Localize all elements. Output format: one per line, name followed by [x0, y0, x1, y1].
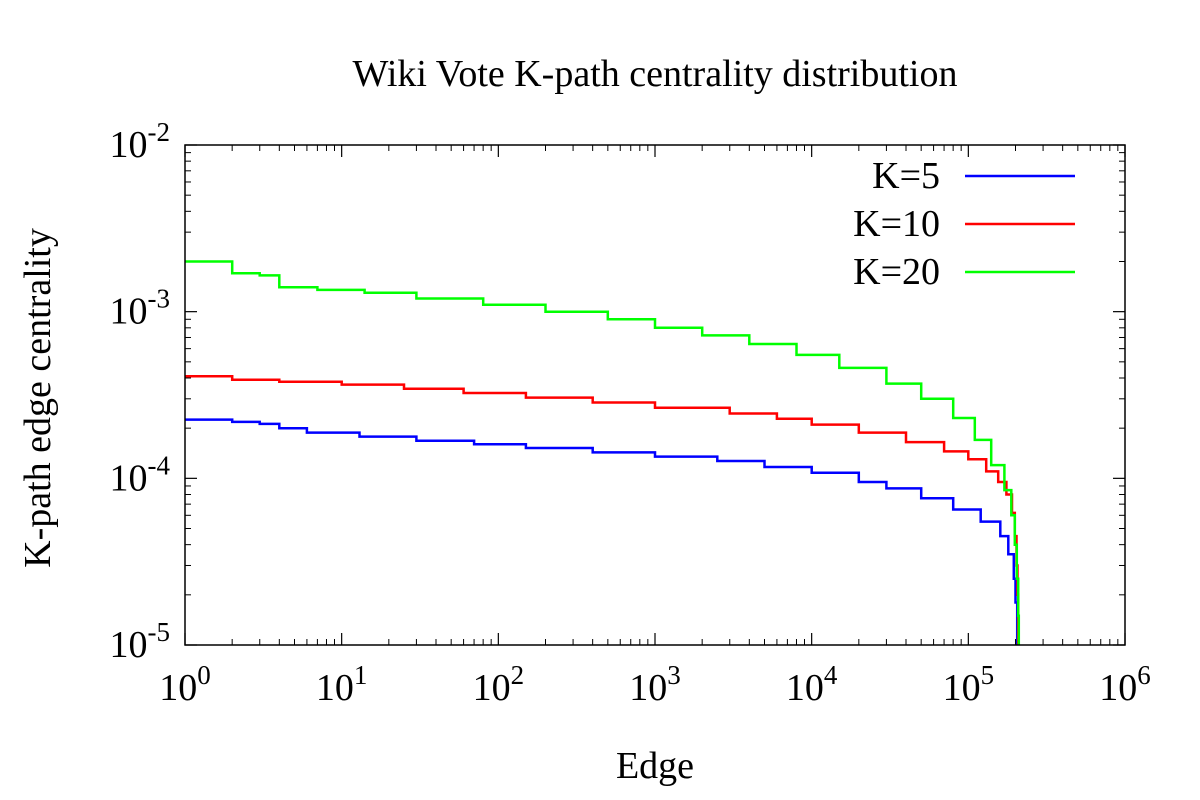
plot-frame [184, 144, 1126, 646]
series-line-k-10 [185, 374, 1020, 645]
legend: K=5 K=10 K=20 [853, 155, 1075, 293]
y-tick-label: 10-5 [110, 617, 171, 666]
x-tick-label: 100 [159, 660, 211, 709]
chart-title: Wiki Vote K-path centrality distribution [353, 53, 958, 95]
tick-labels: 100 101 102 103 104 105 106 10-5 10-4 10-3 10-2 [110, 117, 1151, 709]
x-tick-label: 106 [1099, 660, 1151, 709]
x-tick-label: 104 [786, 660, 838, 709]
y-tick-label: 10-4 [110, 450, 171, 499]
series-line-k-20 [185, 260, 1021, 645]
x-tick-label: 102 [473, 660, 525, 709]
data-series [185, 260, 1021, 645]
x-tick-label: 103 [629, 660, 681, 709]
y-axis-label: K-path edge centrality [17, 228, 59, 568]
series-line-k-5 [185, 418, 1019, 645]
axis-ticks [184, 144, 1126, 646]
x-tick-label: 105 [943, 660, 995, 709]
y-tick-label: 10-2 [110, 117, 171, 166]
y-tick-label: 10-3 [110, 284, 171, 333]
legend-label: K=20 [853, 251, 940, 293]
legend-label: K=10 [853, 203, 940, 245]
x-tick-label: 101 [316, 660, 368, 709]
x-axis-label: Edge [616, 745, 694, 787]
legend-label: K=5 [872, 155, 940, 197]
